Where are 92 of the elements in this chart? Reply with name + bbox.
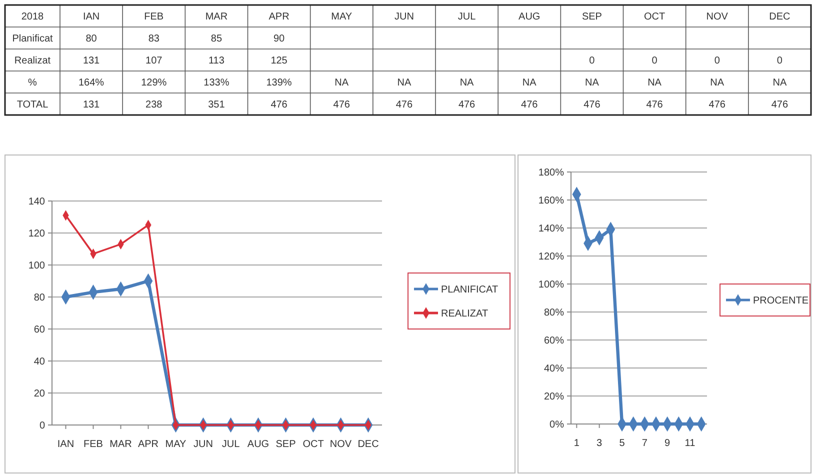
- y-tick-label: 140: [28, 196, 46, 208]
- text: 2018: [21, 12, 44, 22]
- text: 476: [521, 100, 538, 110]
- category-label: %: [28, 78, 37, 88]
- x-tick-label: MAR: [110, 439, 132, 450]
- text: 131: [82, 100, 100, 110]
- text: 476: [396, 100, 413, 110]
- x-tick-label: MAY: [165, 439, 187, 450]
- text: 238: [146, 100, 162, 110]
- text: 351: [208, 100, 225, 110]
- y-tick-label: 0: [39, 420, 46, 432]
- text: 164%: [78, 78, 104, 88]
- category-label: Planificat: [12, 34, 53, 44]
- category-label: DEC: [769, 12, 790, 22]
- text: NA: [710, 78, 724, 88]
- y-tick-label: 140%: [538, 224, 564, 234]
- legend-label: REALIZAT: [441, 308, 488, 320]
- category-label: OCT: [644, 12, 666, 22]
- category-label: JUN: [394, 12, 414, 22]
- text: 131: [82, 56, 100, 66]
- text: 129%: [141, 78, 167, 88]
- text: 107: [146, 56, 162, 66]
- text: 113: [208, 56, 224, 66]
- category-label: MAR: [205, 12, 228, 22]
- y-tick-label: 160%: [538, 196, 564, 206]
- y-tick-label: 80%: [544, 308, 564, 318]
- x-tick-label: IAN: [57, 439, 74, 450]
- x-tick-label: 9: [664, 438, 671, 449]
- text: NA: [460, 78, 474, 88]
- y-tick-label: 60: [34, 324, 46, 336]
- x-tick-label: 7: [642, 438, 648, 449]
- x-tick-label: AUG: [247, 439, 270, 450]
- x-tick-label: APR: [138, 439, 159, 450]
- x-tick-label: FEB: [84, 439, 104, 450]
- legend-label: PLANIFICAT: [441, 284, 498, 296]
- x-tick-label: SEP: [276, 439, 296, 450]
- x-tick-label: 3: [596, 438, 603, 449]
- category-label: JUL: [458, 12, 476, 22]
- text: 476: [333, 100, 350, 110]
- text: 476: [270, 100, 288, 110]
- x-tick-label: OCT: [302, 439, 324, 450]
- x-tick-label: NOV: [330, 439, 352, 450]
- y-tick-label: 80: [34, 292, 46, 304]
- text: 476: [584, 100, 600, 110]
- text: NA: [772, 78, 787, 88]
- text: 83: [148, 34, 160, 44]
- text: 476: [708, 100, 726, 110]
- text: 139%: [266, 78, 292, 88]
- text: NA: [585, 78, 599, 88]
- category-label: SEP: [582, 12, 602, 22]
- text: 80: [86, 34, 97, 44]
- text: 125: [270, 56, 288, 66]
- text: 0: [589, 56, 595, 66]
- text: NA: [648, 78, 662, 88]
- category-label: APR: [268, 12, 290, 22]
- text: 476: [458, 100, 476, 110]
- text: 85: [210, 34, 222, 44]
- category-label: IAN: [82, 12, 100, 22]
- category-label: TOTAL: [16, 100, 48, 110]
- text: 476: [646, 100, 663, 110]
- x-tick-label: DEC: [358, 439, 379, 450]
- y-tick-label: 20: [34, 388, 46, 400]
- category-label: FEB: [144, 12, 164, 22]
- y-tick-label: 40%: [544, 364, 564, 374]
- x-tick-label: 1: [574, 438, 580, 449]
- text: 90: [273, 34, 285, 44]
- text: 133%: [204, 78, 230, 88]
- text: 0: [652, 56, 658, 66]
- y-tick-label: 0%: [550, 420, 564, 430]
- text: NA: [334, 78, 349, 88]
- x-tick-label: 11: [684, 438, 696, 449]
- category-label: MAY: [331, 12, 352, 22]
- text: 0: [776, 56, 782, 66]
- x-tick-label: JUN: [194, 439, 213, 450]
- x-tick-label: 5: [619, 438, 626, 449]
- y-tick-label: 120: [28, 228, 46, 240]
- text: NA: [522, 78, 536, 88]
- y-tick-label: 40: [34, 356, 46, 368]
- text: 0: [714, 56, 720, 66]
- y-tick-label: 180%: [538, 168, 564, 178]
- y-tick-label: 100%: [538, 280, 564, 290]
- text: NA: [397, 78, 412, 88]
- legend-label: PROCENTE: [753, 296, 809, 306]
- x-tick-label: JUL: [222, 439, 240, 450]
- y-tick-label: 120%: [538, 252, 564, 262]
- y-tick-label: 20%: [544, 392, 564, 402]
- category-label: NOV: [706, 12, 728, 22]
- text: 476: [771, 100, 788, 110]
- y-tick-label: 100: [28, 260, 46, 272]
- category-label: Realizat: [14, 56, 51, 66]
- y-tick-label: 60%: [544, 336, 564, 346]
- category-label: AUG: [518, 12, 540, 22]
